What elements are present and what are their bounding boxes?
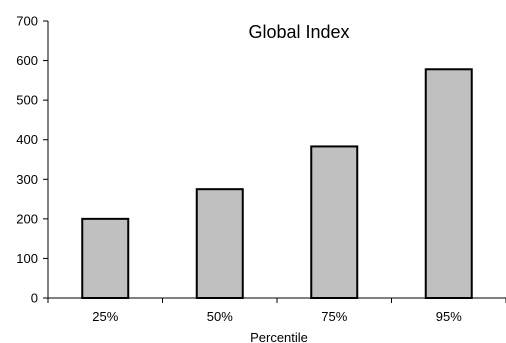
bar-75% — [310, 145, 359, 299]
bar-95% — [424, 68, 473, 299]
y-tick-label: 0 — [31, 291, 38, 306]
x-axis-title: Percentile — [250, 330, 308, 343]
y-tick-label: 100 — [16, 251, 38, 266]
y-tick-label: 500 — [16, 93, 38, 108]
bar-25% — [81, 217, 130, 300]
bars — [81, 68, 473, 300]
chart-title: Global Index — [248, 22, 349, 42]
x-tick-label: 25% — [92, 309, 118, 324]
bar-50% — [195, 188, 244, 299]
x-tick-label: 75% — [321, 309, 347, 324]
y-axis-ticks: 0 100 200 300 400 500 600 700 — [16, 14, 48, 306]
y-tick-label: 400 — [16, 132, 38, 147]
x-axis-ticks: 25% 50% 75% 95% — [47, 298, 506, 324]
y-tick-label: 300 — [16, 172, 38, 187]
y-tick-label: 600 — [16, 53, 38, 68]
x-tick-label: 50% — [207, 309, 233, 324]
y-tick-label: 700 — [16, 14, 38, 29]
y-tick-label: 200 — [16, 211, 38, 226]
x-tick-label: 95% — [436, 309, 462, 324]
